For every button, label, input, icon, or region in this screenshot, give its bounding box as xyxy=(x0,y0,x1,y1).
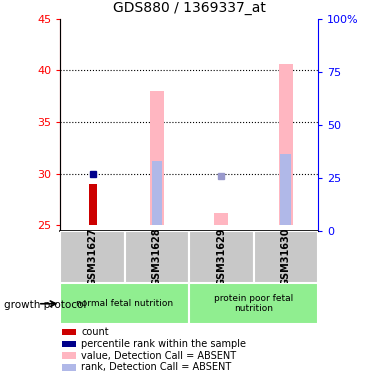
Text: GSM31629: GSM31629 xyxy=(216,228,226,286)
Text: percentile rank within the sample: percentile rank within the sample xyxy=(81,339,246,349)
Title: GDS880 / 1369337_at: GDS880 / 1369337_at xyxy=(113,1,266,15)
Bar xyxy=(280,154,291,225)
Bar xyxy=(278,64,293,225)
Text: growth protocol: growth protocol xyxy=(4,300,86,309)
Text: GSM31627: GSM31627 xyxy=(88,228,98,286)
Bar xyxy=(189,283,318,324)
Bar xyxy=(125,231,189,283)
Text: rank, Detection Call = ABSENT: rank, Detection Call = ABSENT xyxy=(81,362,232,372)
Bar xyxy=(254,231,318,283)
Text: count: count xyxy=(81,327,109,337)
Bar xyxy=(60,231,125,283)
Bar xyxy=(62,364,76,370)
Text: GSM31628: GSM31628 xyxy=(152,228,162,286)
Bar xyxy=(62,352,76,359)
Text: GSM31630: GSM31630 xyxy=(281,228,291,286)
Bar xyxy=(60,283,189,324)
Bar xyxy=(62,329,76,335)
Text: normal fetal nutrition: normal fetal nutrition xyxy=(76,299,174,308)
Bar xyxy=(150,91,164,225)
Text: protein poor fetal
nutrition: protein poor fetal nutrition xyxy=(214,294,293,314)
Bar xyxy=(62,340,76,347)
Bar xyxy=(189,231,254,283)
Text: value, Detection Call = ABSENT: value, Detection Call = ABSENT xyxy=(81,351,236,360)
Bar xyxy=(214,213,229,225)
Bar xyxy=(152,161,162,225)
Bar xyxy=(89,184,96,225)
